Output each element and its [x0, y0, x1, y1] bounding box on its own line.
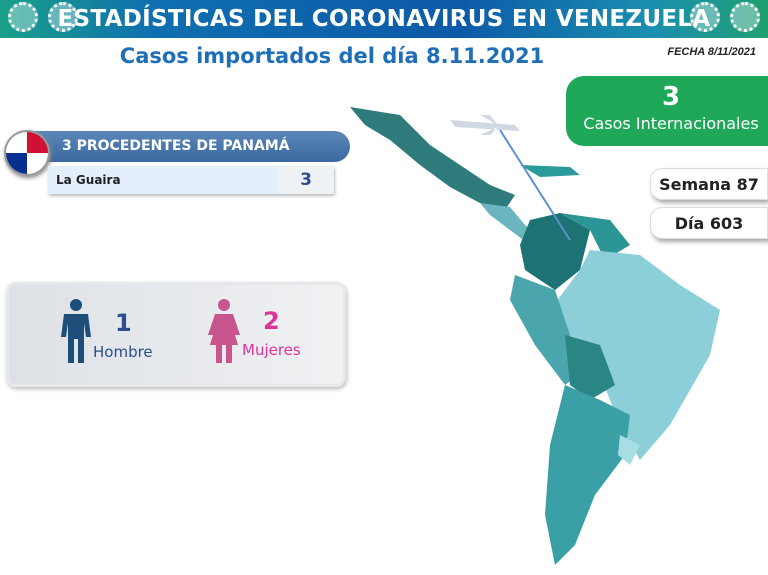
day-badge: Día 603 [650, 207, 768, 239]
venezuela-region [560, 213, 630, 260]
international-cases-card: 3 Casos Internacionales [566, 76, 768, 146]
brazil-region [550, 250, 720, 460]
date-label: FECHA 8/11/2021 [667, 46, 756, 58]
uruguay-region [618, 435, 640, 465]
state-count: 3 [278, 166, 334, 194]
latin-america-map [350, 107, 720, 565]
colombia-region [520, 213, 590, 290]
women-count: 2 [263, 307, 280, 335]
virus-icon [730, 2, 760, 32]
peru-region [510, 275, 585, 385]
international-cases-label: Casos Internacionales [583, 114, 759, 133]
header-banner: ESTADÍSTICAS DEL CORONAVIRUS EN VENEZUEL… [0, 0, 768, 38]
mexico-region [350, 107, 515, 210]
origin-country-header: 3 PROCEDENTES DE PANAMÁ [20, 131, 350, 162]
flight-path [499, 129, 571, 241]
virus-icon [48, 2, 78, 32]
state-row: La Guaira 3 [48, 166, 334, 194]
woman-icon [208, 299, 240, 363]
airplane-icon [450, 115, 520, 135]
man-icon [61, 299, 91, 363]
subtitle: Casos importados del día 8.11.2021 [119, 44, 545, 68]
virus-icon [8, 2, 38, 32]
bolivia-region [565, 335, 615, 400]
international-cases-count: 3 [661, 82, 681, 112]
state-name: La Guaira [56, 173, 121, 187]
week-badge: Semana 87 [650, 168, 768, 200]
men-label: Hombre [93, 343, 153, 361]
page-title: ESTADÍSTICAS DEL CORONAVIRUS EN VENEZUEL… [57, 6, 711, 32]
sex-breakdown-card: 1 Hombre 2 Mujeres [6, 282, 346, 387]
women-label: Mujeres [242, 341, 301, 359]
chile-argentina-region [545, 385, 630, 565]
caribbean-region [520, 165, 580, 177]
panama-flag-icon [4, 130, 50, 176]
men-count: 1 [115, 309, 132, 337]
virus-icon [690, 2, 720, 32]
